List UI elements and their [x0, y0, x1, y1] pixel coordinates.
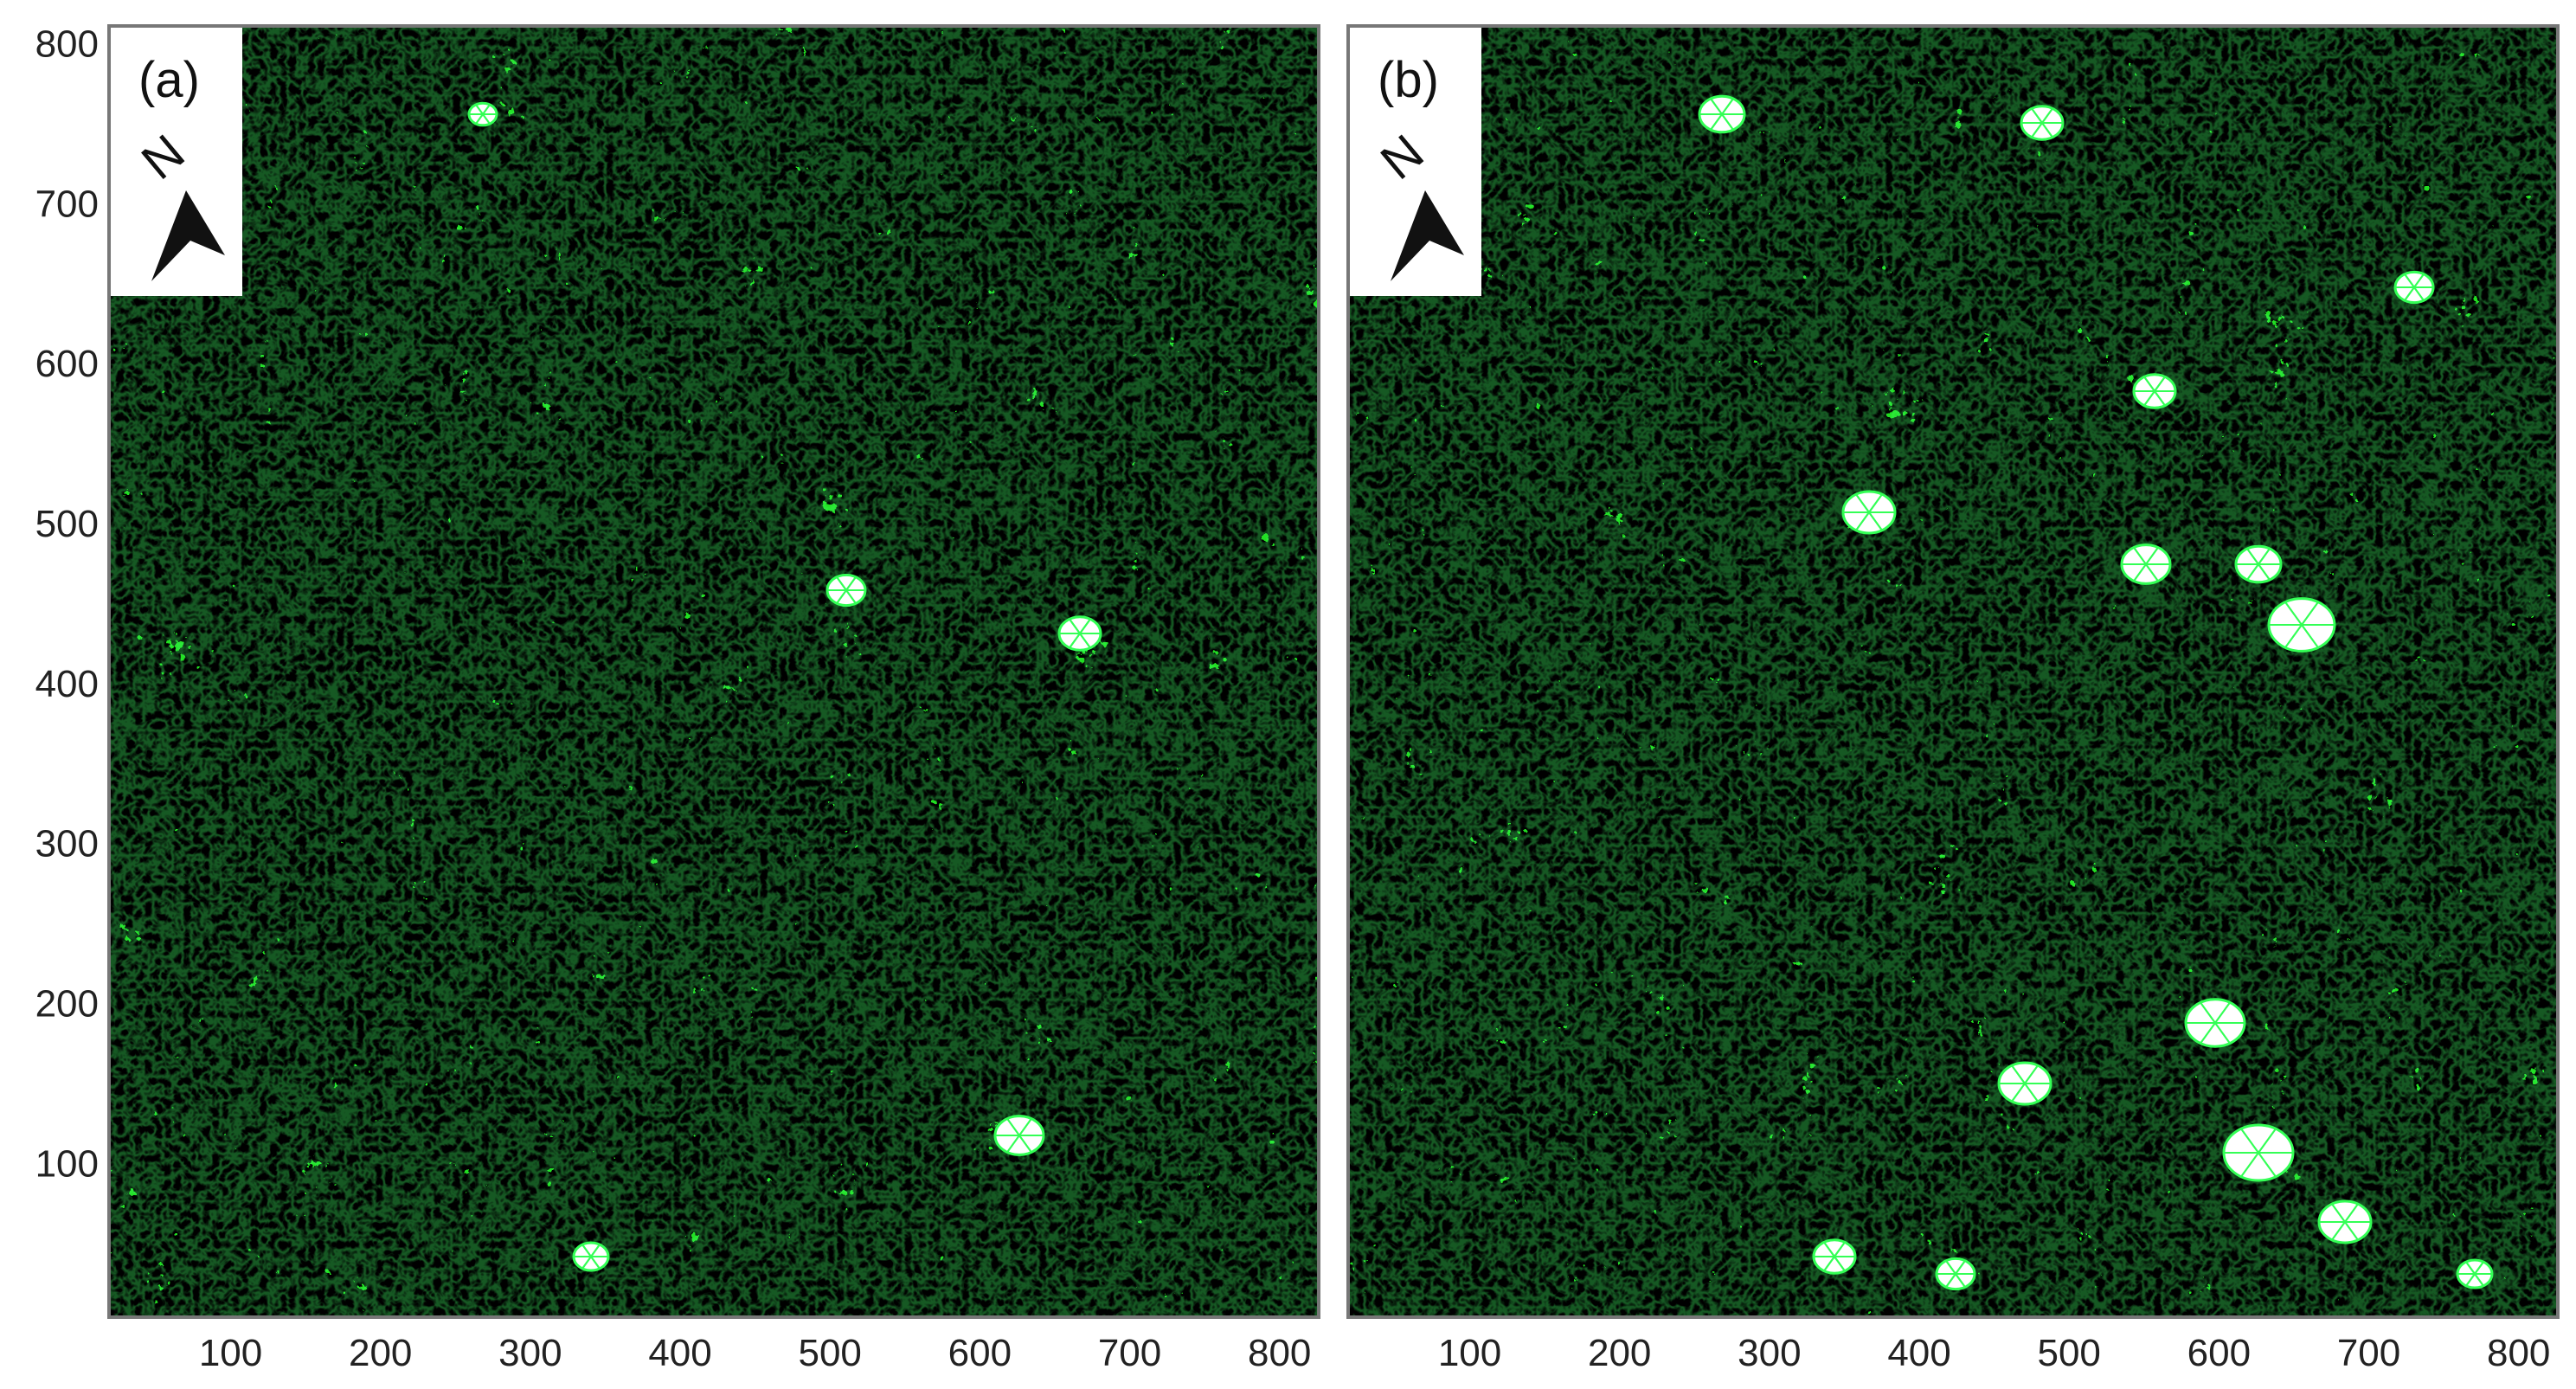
panel-label-b: (b) — [1378, 52, 1439, 108]
mesh-line — [1006, 1118, 1032, 1153]
x-tick-label: 200 — [1588, 1332, 1651, 1374]
y-tick-label: 300 — [35, 823, 99, 865]
open-areas — [467, 101, 1102, 1272]
x-tick-label: 700 — [1098, 1332, 1161, 1374]
mesh-line — [2331, 1203, 2359, 1241]
mesh-line — [1710, 98, 1734, 131]
y-tick-label: 200 — [35, 983, 99, 1026]
map-frame — [107, 24, 1320, 1319]
x-tick-label: 300 — [1738, 1332, 1801, 1374]
mesh-line — [2133, 547, 2159, 582]
x-axis-a: 100 200 300 400 500 600 700 800 — [199, 1332, 1312, 1374]
panel-label-a: (a) — [138, 52, 200, 108]
map-panel-b: (b) N — [1346, 24, 2560, 1319]
mesh-line — [2240, 1128, 2277, 1178]
north-arrow-icon — [1391, 190, 1464, 281]
mesh-line — [2143, 376, 2166, 407]
x-axis-b: 100 200 300 400 500 600 700 800 — [1438, 1332, 2551, 1374]
mesh-line — [2246, 548, 2271, 581]
mesh-line — [1823, 1241, 1846, 1272]
mesh-line — [2011, 1064, 2039, 1103]
y-tick-label: 800 — [35, 23, 99, 65]
y-tick-label: 500 — [35, 503, 99, 545]
mesh-line — [2404, 273, 2425, 301]
map-panel-a: (a) N — [107, 24, 1320, 1319]
x-tick-label: 200 — [349, 1332, 412, 1374]
north-arrow-icon — [151, 190, 225, 281]
x-tick-label: 400 — [648, 1332, 711, 1374]
x-tick-label: 400 — [1887, 1332, 1950, 1374]
x-tick-label: 500 — [2037, 1332, 2100, 1374]
x-tick-label: 100 — [199, 1332, 262, 1374]
mesh-line — [2031, 107, 2053, 138]
x-tick-label: 800 — [2487, 1332, 2550, 1374]
mesh-layer — [111, 28, 1317, 1315]
y-tick-label: 100 — [35, 1142, 99, 1185]
mesh-line — [475, 104, 491, 125]
mesh-line — [2200, 1001, 2231, 1045]
x-tick-label: 600 — [948, 1332, 1012, 1374]
x-tick-label: 800 — [1248, 1332, 1311, 1374]
y-tick-label: 600 — [35, 343, 99, 385]
x-tick-label: 300 — [498, 1332, 562, 1374]
x-tick-label: 600 — [2187, 1332, 2251, 1374]
mesh-line — [2465, 1261, 2484, 1287]
y-tick-label: 700 — [35, 183, 99, 225]
mesh-line — [2284, 601, 2319, 648]
mesh-layer — [1350, 28, 2556, 1315]
open-areas — [1698, 94, 2494, 1291]
map-frame — [1346, 24, 2560, 1319]
x-tick-label: 500 — [798, 1332, 861, 1374]
y-axis-a: 100 200 300 400 500 600 700 800 — [35, 23, 99, 1185]
mesh-line — [1945, 1260, 1966, 1288]
mesh-line — [836, 576, 857, 604]
x-tick-label: 100 — [1438, 1332, 1501, 1374]
mesh-line — [581, 1244, 601, 1270]
mesh-line — [1855, 493, 1883, 531]
x-tick-label: 700 — [2337, 1332, 2400, 1374]
mesh-line — [1069, 618, 1091, 649]
y-tick-label: 400 — [35, 663, 99, 705]
